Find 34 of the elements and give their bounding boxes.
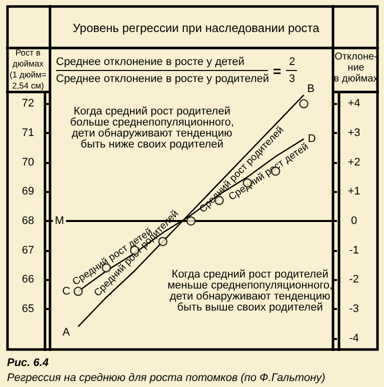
- annotation: C: [62, 285, 70, 298]
- y2-tick-label: -1: [349, 244, 359, 256]
- y2-tick-label: +3: [348, 127, 360, 140]
- y2-axis-title: Отклоне- ние в дюймах: [334, 52, 378, 84]
- annotation: A: [62, 326, 71, 339]
- annotation: Когда средний рост родителей больше среднепопуляционного, дети обнаруживают тенденцию быть ниже своих родителей: [70, 106, 234, 150]
- y2-tick-label: -3: [349, 302, 359, 315]
- y-axis-title: Рост в дюймах (1 дюйм= 2,54 см): [10, 48, 46, 90]
- y2-tick-label: +1: [348, 186, 360, 198]
- y-tick-label: 65: [22, 302, 34, 315]
- annotation: Когда средний рост родителей меньше среднепопуляционного, дети обнаруживают тенденцию быть выше своих родителей: [167, 268, 333, 314]
- text: 2: [288, 56, 296, 68]
- y2-tick-label: +4: [348, 98, 360, 110]
- annotation: D: [308, 132, 316, 145]
- y-tick-label: 69: [22, 186, 34, 198]
- text: Регрессия на среднюю для роста потомков (по Ф.Гальтону): [7, 372, 326, 384]
- y2-tick-label: -4: [349, 332, 359, 344]
- text: Среднее отклонение в росте у родителей: [56, 73, 270, 85]
- y2-tick-label: 0: [350, 215, 358, 227]
- chart-title: Уровень регрессии при наследовании роста: [72, 21, 320, 35]
- y-tick-label: 68: [22, 215, 34, 227]
- annotation: B: [307, 82, 314, 95]
- text: =: [273, 63, 282, 79]
- ref-line-label: M: [54, 215, 64, 227]
- y2-tick-label: +2: [348, 156, 360, 168]
- text: Рис. 6.4: [7, 357, 49, 369]
- y-tick-label: 66: [22, 274, 34, 286]
- y-tick-label: 71: [22, 127, 34, 140]
- y-tick-label: 72: [22, 98, 34, 110]
- y2-tick-label: -2: [349, 274, 359, 286]
- y-tick-label: 67: [22, 244, 34, 256]
- text: Среднее отклонение в росте у детей: [56, 56, 244, 68]
- text: 3: [288, 73, 296, 85]
- y-tick-label: 70: [22, 156, 34, 168]
